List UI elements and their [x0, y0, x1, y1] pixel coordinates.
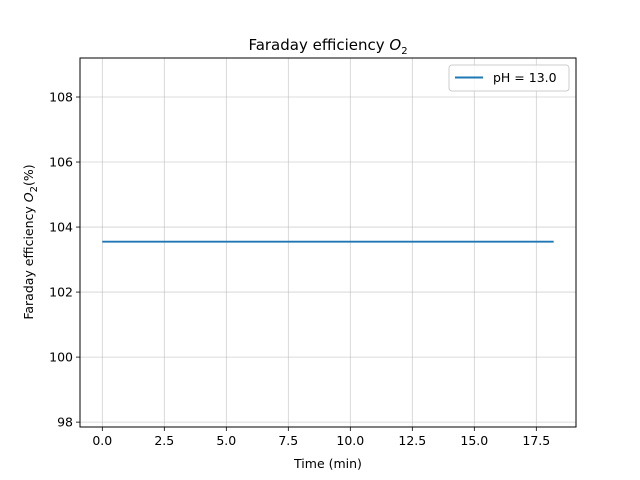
y-tick-label: 104	[49, 220, 73, 235]
x-axis-label: Time (min)	[293, 456, 362, 471]
x-tick-label: 5.0	[216, 433, 236, 448]
x-tick-label: 0.0	[92, 433, 112, 448]
y-tick-label: 106	[49, 155, 73, 170]
plot-frame	[79, 57, 577, 428]
x-tick-label: 12.5	[398, 433, 426, 448]
legend-label: pH = 13.0	[493, 70, 557, 85]
x-axis: 0.0 2.5 5.0 7.5 10.0 12.5 15.0 17.5	[92, 427, 550, 448]
legend-box	[448, 64, 570, 92]
y-tick-label: 102	[49, 285, 73, 300]
legend: pH = 13.0	[448, 64, 570, 92]
x-tick-label: 15.0	[460, 433, 488, 448]
x-tick-label: 10.0	[336, 433, 364, 448]
x-tick-label: 7.5	[278, 433, 298, 448]
y-tick-label: 100	[49, 350, 73, 365]
y-tick-label: 98	[57, 415, 73, 430]
x-tick-label: 2.5	[154, 433, 174, 448]
y-axis: 98 100 102 104 106 108	[49, 90, 80, 430]
y-axis-label: Faraday efficiency O2(%)	[21, 164, 40, 319]
chart-title: Faraday efficiency O2	[248, 36, 407, 57]
x-tick-label: 17.5	[522, 433, 550, 448]
y-tick-label: 108	[49, 90, 73, 105]
